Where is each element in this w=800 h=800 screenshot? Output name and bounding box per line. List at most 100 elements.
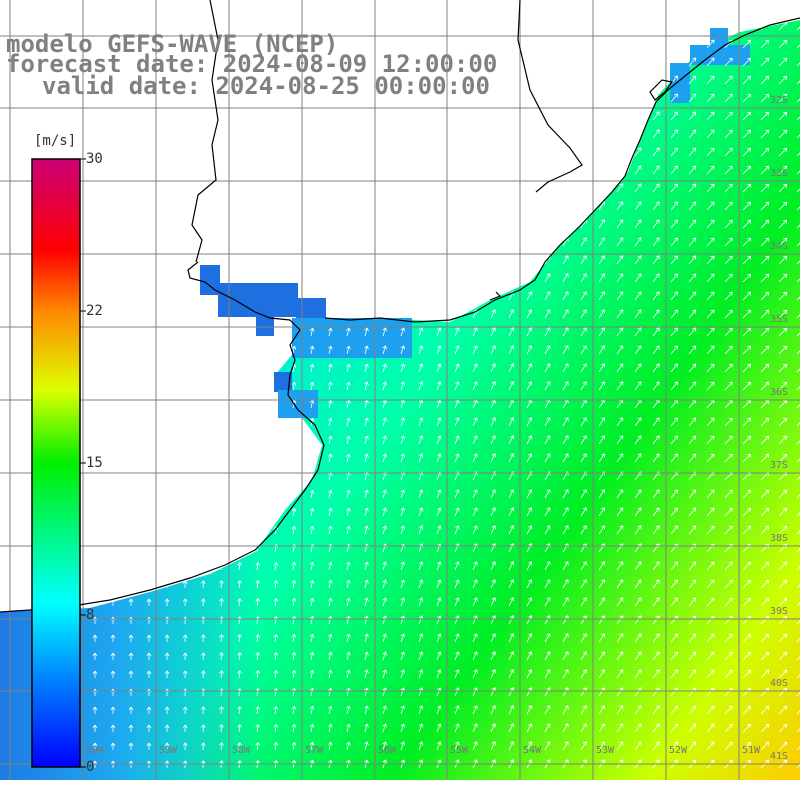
wind-arrow xyxy=(472,669,478,679)
wind-arrow xyxy=(237,652,242,661)
wind-arrow xyxy=(742,345,752,355)
wind-arrow xyxy=(110,670,116,678)
wind-arrow xyxy=(454,543,460,553)
wind-arrow xyxy=(255,580,260,589)
wind-arrow xyxy=(580,255,587,265)
wind-arrow xyxy=(472,327,478,337)
wind-arrow xyxy=(508,345,515,355)
wind-arrow xyxy=(580,561,587,571)
wind-arrow xyxy=(273,580,279,589)
wind-arrow xyxy=(760,327,770,337)
wind-arrow xyxy=(472,453,478,463)
wind-arrow xyxy=(346,489,351,499)
wind-arrow xyxy=(598,435,605,445)
wind-arrow xyxy=(490,291,496,301)
wind-arrow xyxy=(526,741,533,751)
wind-arrow xyxy=(472,525,478,535)
wind-arrow xyxy=(706,525,715,535)
wind-arrow xyxy=(182,652,188,661)
wind-arrow xyxy=(724,741,733,751)
wind-arrow xyxy=(760,579,770,589)
wind-arrow xyxy=(328,741,333,751)
wind-arrow xyxy=(598,651,605,661)
wind-arrow xyxy=(706,309,715,319)
wind-arrow xyxy=(436,345,442,355)
wind-arrow xyxy=(688,219,697,229)
lat-label: 41S xyxy=(770,751,789,762)
wind-arrow xyxy=(652,291,660,301)
wind-arrow xyxy=(742,705,752,715)
wind-arrow xyxy=(688,165,697,175)
wind-arrow xyxy=(742,669,752,679)
wind-arrow xyxy=(526,345,533,355)
wind-arrow xyxy=(182,706,188,715)
wind-arrow xyxy=(598,453,605,463)
wind-arrow xyxy=(580,651,587,661)
wind-arrow xyxy=(760,309,770,319)
wind-arrow xyxy=(796,602,800,607)
lon-label: 52W xyxy=(669,745,688,756)
wind-arrow xyxy=(219,670,224,679)
wind-arrow xyxy=(796,656,800,661)
wind-arrow xyxy=(219,742,224,751)
wind-arrow xyxy=(760,291,770,301)
wind-arrow xyxy=(796,692,800,697)
wind-arrow xyxy=(652,579,660,589)
wind-arrow xyxy=(598,327,605,337)
wind-arrow xyxy=(490,597,496,607)
wind-arrow xyxy=(418,525,424,535)
wind-arrow xyxy=(688,93,697,103)
wind-arrow xyxy=(400,597,406,607)
wind-arrow xyxy=(778,705,788,715)
wind-arrow xyxy=(454,453,460,463)
wind-arrow xyxy=(255,742,260,751)
wind-arrow xyxy=(508,507,515,517)
wind-arrow xyxy=(760,453,770,463)
wind-arrow xyxy=(796,548,800,553)
wind-arrow xyxy=(796,98,800,103)
wind-arrow xyxy=(652,561,660,571)
wind-arrow xyxy=(364,525,369,535)
wind-arrow xyxy=(382,705,387,715)
wind-arrow xyxy=(364,435,369,445)
wind-arrow xyxy=(796,566,800,571)
montevideo-coast xyxy=(489,291,502,301)
wind-arrow xyxy=(724,453,733,463)
wind-arrow xyxy=(454,525,460,535)
wind-arrow xyxy=(490,363,496,373)
wind-arrow xyxy=(652,363,660,373)
wind-arrow xyxy=(742,579,752,589)
wind-arrow xyxy=(382,741,387,751)
wind-arrow xyxy=(164,670,170,679)
wind-arrow xyxy=(616,363,624,373)
wind-arrow xyxy=(742,561,752,571)
wind-arrow xyxy=(760,129,770,139)
wind-arrow xyxy=(706,435,715,445)
wind-arrow xyxy=(742,327,752,337)
wind-arrow xyxy=(634,597,642,607)
wind-arrow xyxy=(796,224,800,229)
wind-arrow xyxy=(580,381,587,391)
wind-arrow xyxy=(436,723,442,733)
wind-arrow xyxy=(472,435,478,445)
wind-arrow xyxy=(724,489,733,499)
wind-arrow xyxy=(508,453,515,463)
wind-arrow xyxy=(472,363,478,373)
lon-label: 60W xyxy=(86,745,105,756)
wind-arrow xyxy=(796,746,800,751)
wind-arrow xyxy=(706,147,715,157)
wind-arrow xyxy=(562,651,569,661)
wind-arrow xyxy=(742,417,752,427)
wind-arrow xyxy=(796,332,800,337)
wind-arrow xyxy=(706,597,715,607)
wind-arrow xyxy=(634,489,642,499)
wind-arrow xyxy=(670,633,678,643)
wind-arrow xyxy=(778,327,788,337)
wind-arrow xyxy=(616,219,624,229)
wind-arrow xyxy=(309,363,315,373)
wind-arrow xyxy=(454,489,460,499)
wind-arrow xyxy=(346,453,351,463)
wind-arrow xyxy=(670,345,678,355)
wind-arrow xyxy=(778,39,788,49)
